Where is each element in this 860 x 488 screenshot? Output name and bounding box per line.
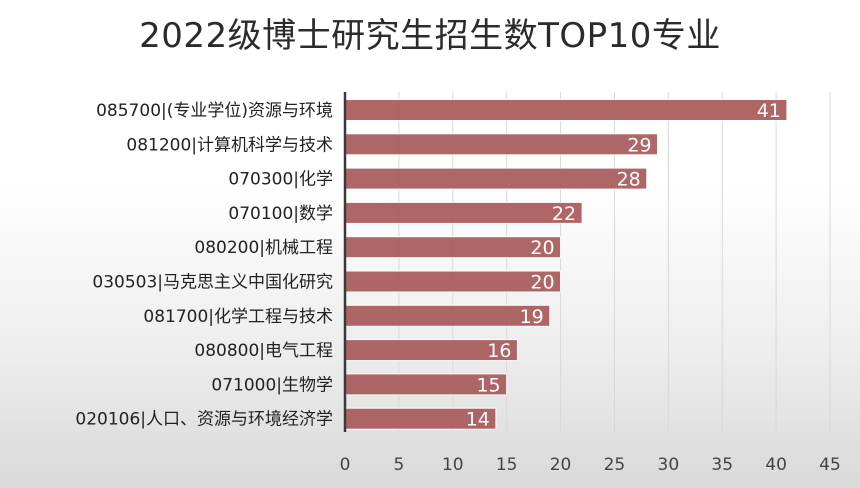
category-label: 030503|马克思主义中国化研究 [92, 273, 333, 293]
x-tick-label: 45 [819, 455, 841, 475]
x-tick-label: 5 [393, 455, 404, 475]
chart-title: 2022级博士研究生招生数TOP10专业 [139, 16, 721, 56]
bars [344, 99, 788, 430]
x-tick-label: 25 [604, 455, 626, 475]
data-label: 19 [520, 306, 544, 328]
x-tick-label: 20 [550, 455, 572, 475]
category-label: 070100|数学 [228, 204, 333, 224]
data-label: 29 [627, 134, 651, 156]
data-label: 15 [476, 374, 500, 396]
category-label: 085700|(专业学位)资源与环境 [96, 101, 333, 121]
data-label: 41 [757, 100, 781, 122]
x-tick-label: 35 [711, 455, 733, 475]
data-label: 20 [530, 272, 554, 294]
data-label: 16 [487, 340, 511, 362]
category-label: 081700|化学工程与技术 [143, 307, 333, 327]
category-label: 080800|电气工程 [194, 341, 333, 361]
bar [344, 167, 648, 190]
data-label: 14 [466, 409, 490, 431]
category-label: 070300|化学 [228, 170, 333, 190]
bar [344, 270, 562, 293]
x-tick-labels: 0 5 10 15 20 25 30 35 40 45 [340, 455, 841, 475]
x-tick-label: 10 [442, 455, 464, 475]
bar [344, 99, 788, 121]
data-label: 28 [617, 169, 641, 191]
bar [344, 201, 583, 224]
category-label: 071000|生物学 [211, 375, 333, 395]
data-labels: 41 29 28 22 20 20 19 16 15 14 [466, 100, 781, 431]
data-label: 22 [552, 203, 576, 225]
x-tick-label: 30 [658, 455, 680, 475]
category-label: 020106|人口、资源与环境经济学 [75, 410, 333, 430]
x-tick-label: 15 [496, 455, 518, 475]
data-label: 20 [530, 237, 554, 259]
bar [344, 133, 659, 156]
category-labels: 085700|(专业学位)资源与环境 081200|计算机科学与技术 070300|… [75, 101, 333, 430]
x-tick-label: 40 [765, 455, 787, 475]
category-label: 080200|机械工程 [194, 238, 333, 258]
x-tick-label: 0 [340, 455, 351, 475]
bar [344, 236, 562, 259]
category-label: 081200|计算机科学与技术 [126, 135, 333, 155]
